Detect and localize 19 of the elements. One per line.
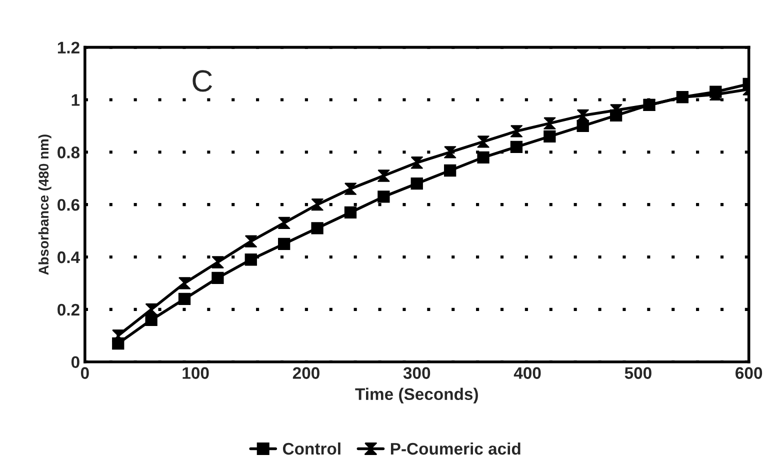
y-tick-label: 0.2: [58, 304, 80, 316]
x-tick-label: 400: [514, 367, 541, 379]
x-axis-title: Time (Seconds): [355, 388, 478, 404]
legend-label: Control: [282, 442, 340, 455]
x-tick-label: 100: [182, 367, 209, 379]
annotation: C: [192, 70, 212, 92]
x-tick-label: 500: [624, 367, 652, 379]
x-tick-label: 0: [80, 367, 89, 379]
y-tick-label: 1.2: [58, 42, 80, 54]
y-tick-label: 0.8: [58, 146, 80, 158]
x-tick-label: 300: [403, 367, 430, 379]
y-tick-label: 0: [71, 356, 80, 368]
x-tick-label: 200: [292, 367, 320, 379]
y-tick-label: 0.6: [58, 198, 80, 211]
y-tick-label: 0.4: [58, 251, 80, 264]
x-tick-label: 600: [736, 367, 762, 379]
legend-label: P-Coumeric acid: [390, 442, 520, 455]
y-tick-label: 1: [72, 94, 80, 106]
y-axis-title: Absorbance (480 nm): [38, 134, 52, 275]
